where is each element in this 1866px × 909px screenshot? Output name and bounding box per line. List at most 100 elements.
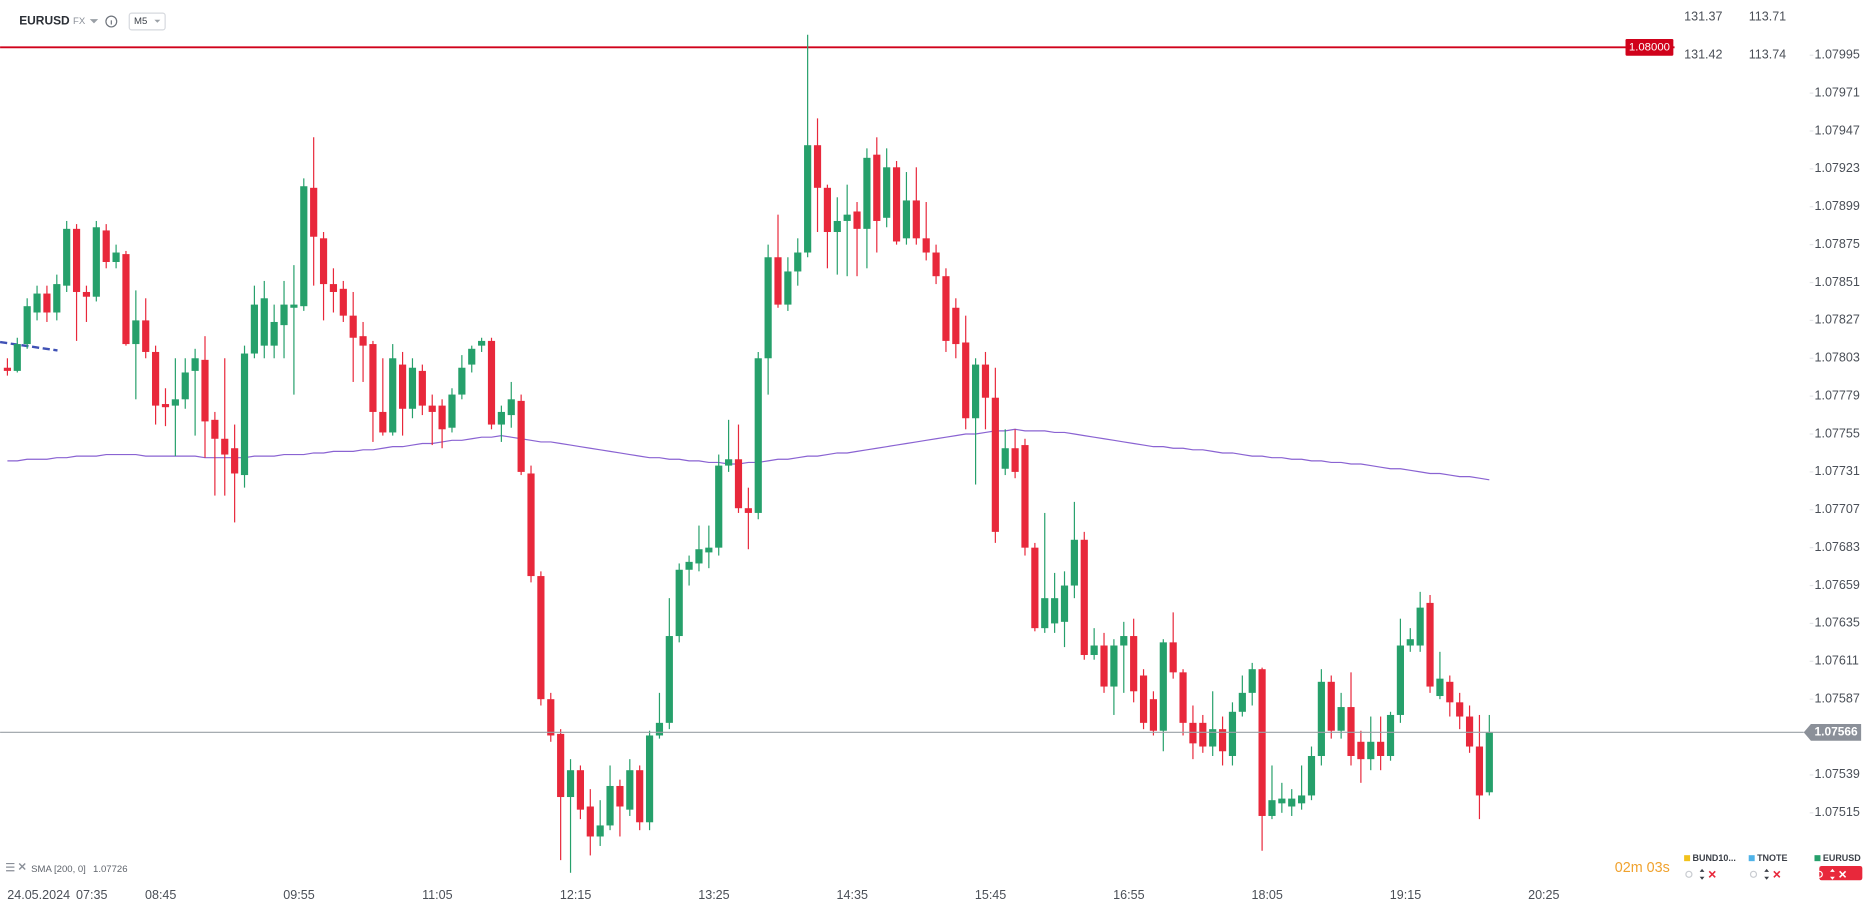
candle-body xyxy=(112,252,120,262)
candle-body xyxy=(92,227,100,297)
x-tick-label: 08:45 xyxy=(145,888,176,902)
compare-axis-label: 113.71 xyxy=(1749,10,1786,24)
candle-body xyxy=(211,419,219,439)
candle-body xyxy=(833,220,841,233)
market-dropdown[interactable] xyxy=(89,19,99,24)
legend-order[interactable] xyxy=(1830,868,1835,880)
candle-body xyxy=(883,167,891,218)
candle-body xyxy=(319,238,328,285)
x-tick-label: 13:25 xyxy=(698,888,729,902)
candle-body xyxy=(1209,729,1217,747)
candle-body xyxy=(250,304,258,354)
legend-visibility[interactable] xyxy=(1685,870,1693,878)
candle-body xyxy=(240,353,249,476)
candle-body xyxy=(902,200,911,239)
info-icon[interactable] xyxy=(105,15,118,28)
legend-swatch xyxy=(1748,855,1755,862)
candle-body xyxy=(72,228,81,292)
x-date-label: 24.05.2024 xyxy=(7,888,70,902)
legend-order[interactable] xyxy=(1764,868,1770,880)
legend-visibility[interactable] xyxy=(1815,870,1823,878)
candle-body xyxy=(339,288,347,316)
candle-body xyxy=(1139,675,1148,723)
timeframe-box[interactable] xyxy=(128,12,166,31)
candle-body xyxy=(873,154,881,221)
candle-body xyxy=(1238,692,1246,712)
legend-remove[interactable] xyxy=(1708,870,1716,878)
candle-body xyxy=(1367,741,1375,760)
y-tick-label: 1.07875 xyxy=(1814,237,1859,251)
candle-body xyxy=(1475,746,1484,796)
candle-body xyxy=(1070,539,1078,586)
candle-body xyxy=(1248,669,1256,693)
x-tick-label: 07:35 xyxy=(76,888,107,902)
y-tick-label: 1.07635 xyxy=(1814,616,1859,630)
candle-body xyxy=(1120,636,1128,646)
legend-remove[interactable] xyxy=(1839,870,1847,878)
candle-body xyxy=(566,770,575,798)
candle-body xyxy=(1485,732,1493,793)
x-tick-label: 12:15 xyxy=(560,888,591,902)
legend-visibility[interactable] xyxy=(1749,870,1758,878)
candle-body xyxy=(991,397,999,532)
y-tick-label: 1.07851 xyxy=(1814,275,1859,289)
candle-body xyxy=(744,508,752,513)
candle-body xyxy=(972,364,980,419)
candle-body xyxy=(715,465,723,548)
candle-body xyxy=(774,257,782,305)
candle-body xyxy=(725,459,733,466)
market: FX xyxy=(73,16,86,27)
candle-body xyxy=(478,340,486,346)
y-tick-label: 1.07659 xyxy=(1814,578,1859,592)
candle-body xyxy=(804,145,812,253)
candle-body xyxy=(813,145,822,188)
candle-body xyxy=(448,394,456,428)
candle-body xyxy=(1031,547,1039,629)
candle-body xyxy=(290,304,298,308)
legend-order[interactable] xyxy=(1699,868,1705,880)
candle-body xyxy=(507,399,515,416)
y-tick-label: 1.07803 xyxy=(1814,351,1859,365)
x-tick-label: 20:25 xyxy=(1528,888,1559,902)
candle-body xyxy=(705,547,713,553)
legend-label: TNOTE xyxy=(1757,853,1787,863)
candle-body xyxy=(1456,702,1464,717)
candle-body xyxy=(932,252,940,277)
legend-swatch xyxy=(1684,855,1691,862)
candle-body xyxy=(754,358,762,513)
candle-body xyxy=(142,320,150,352)
candle-body xyxy=(547,699,555,736)
indicator-menu-icon[interactable] xyxy=(6,862,15,872)
candle-body xyxy=(102,230,110,262)
y-tick-label: 1.07539 xyxy=(1814,767,1859,781)
alert-label-box xyxy=(1625,38,1674,56)
candle-body xyxy=(1347,707,1355,756)
candle-body xyxy=(300,186,308,307)
candle-body xyxy=(1149,699,1158,731)
candle-body xyxy=(1436,678,1444,697)
candle-body xyxy=(1337,707,1345,731)
candle-body xyxy=(734,459,743,509)
footer: SMA [200, 0] 1.07726 02m 03s 24.05.2024 0… xyxy=(6,853,1863,902)
candle-body xyxy=(695,549,703,564)
y-tick-label: 1.07587 xyxy=(1814,691,1859,705)
alert-label: 1.08000 xyxy=(1629,41,1670,53)
candle-body xyxy=(1317,681,1325,756)
candle-body xyxy=(527,473,535,577)
candle-body xyxy=(43,293,51,313)
candle-body xyxy=(981,364,990,398)
indicator-remove-icon[interactable] xyxy=(18,863,26,871)
candle-body xyxy=(231,448,239,474)
candle-body xyxy=(82,291,91,297)
candle-body xyxy=(53,284,61,313)
candle-body xyxy=(784,271,792,305)
candle-body xyxy=(1307,755,1316,796)
candle-body xyxy=(458,367,466,395)
candle-body xyxy=(537,576,545,700)
candle-body xyxy=(1100,645,1108,687)
candle-body xyxy=(1386,714,1395,756)
legend-remove[interactable] xyxy=(1773,870,1781,878)
candle-body xyxy=(1199,722,1207,747)
